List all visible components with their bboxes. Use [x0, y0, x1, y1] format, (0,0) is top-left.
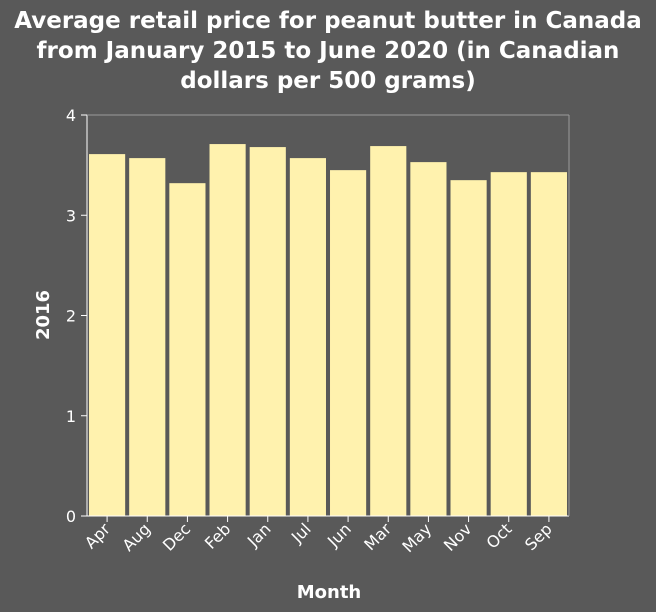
y-axis-label: 2016 [33, 290, 54, 340]
x-tick-label: Apr [81, 519, 114, 552]
x-tick-label: Mar [360, 519, 395, 554]
x-axis-label: Month [297, 582, 362, 603]
bar-jul [289, 158, 326, 517]
y-tick-label: 0 [66, 507, 76, 526]
bar-jan [249, 147, 286, 516]
y-tick-label: 2 [66, 307, 76, 326]
bar-jun [330, 170, 367, 516]
bar-sep [530, 172, 567, 516]
bars-group [89, 144, 567, 517]
y-tick-label: 1 [66, 407, 76, 426]
y-tick-label: 4 [66, 106, 76, 125]
bar-aug [129, 158, 166, 517]
x-tick-label: Jul [287, 519, 315, 547]
x-tick-label: May [398, 519, 435, 556]
x-tick-label: Aug [119, 519, 155, 555]
bar-oct [490, 172, 527, 516]
x-tick-label: Dec [159, 519, 194, 554]
bar-nov [450, 180, 487, 516]
bar-mar [370, 146, 407, 516]
chart-title: Average retail price for peanut butter i… [14, 8, 642, 94]
bar-apr [89, 154, 126, 516]
y-tick-label: 3 [66, 206, 76, 225]
bar-dec [169, 183, 206, 517]
x-tick-label: Jan [243, 519, 275, 551]
bar-feb [209, 144, 246, 516]
bar-may [410, 162, 447, 516]
x-tick-label: Sep [521, 519, 556, 554]
x-tick-label: Oct [483, 519, 516, 552]
x-tick-label: Feb [201, 519, 234, 552]
x-tick-label: Nov [440, 519, 476, 555]
x-tick-label: Jun [323, 519, 355, 551]
